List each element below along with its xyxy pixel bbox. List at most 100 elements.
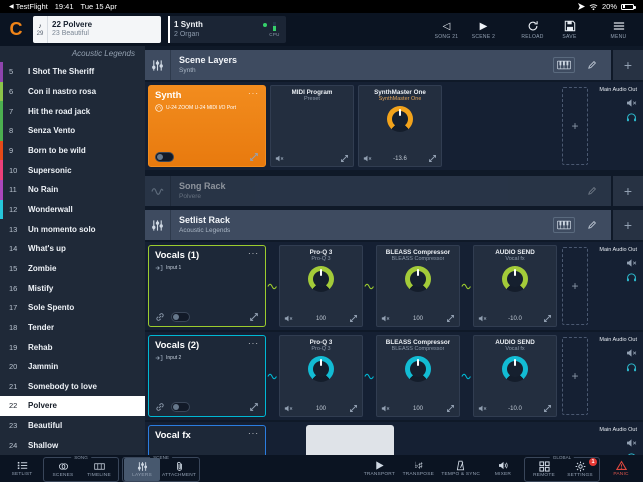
output-mute-button[interactable] — [626, 348, 637, 358]
app-logo[interactable]: C — [9, 19, 23, 39]
add-plugin-slot[interactable]: + — [562, 337, 588, 415]
plugin-card[interactable]: AUDIO SEND Vocal fx -10.0 — [473, 335, 557, 417]
expand-button[interactable] — [249, 402, 259, 412]
unit-menu-button[interactable]: ··· — [248, 249, 259, 258]
pencil-button[interactable] — [585, 186, 599, 196]
song-item[interactable]: 5 I Shot The Sheriff — [0, 62, 145, 82]
expand-button[interactable] — [428, 154, 437, 163]
unit-menu-button[interactable]: ··· — [248, 89, 259, 98]
add-plugin-slot[interactable]: + — [562, 87, 588, 165]
expand-button[interactable] — [446, 314, 455, 323]
plugin-card[interactable]: Pro-Q 3 Pro-Q 3 100 — [279, 245, 363, 327]
unit-menu-button[interactable]: ··· — [248, 429, 259, 438]
song-item[interactable]: 12 Wonderwall — [0, 199, 145, 220]
rack-unit-card[interactable]: Vocals (1) ··· Input 1 — [148, 245, 266, 327]
link-button[interactable] — [155, 312, 165, 322]
expand-button[interactable] — [340, 154, 349, 163]
plugin-gain-knob[interactable] — [308, 356, 334, 382]
plugin-gain-knob[interactable] — [405, 266, 431, 292]
song-item[interactable]: 24 Shallow — [0, 435, 145, 455]
expand-button[interactable] — [249, 152, 259, 162]
rack-unit-card[interactable]: Vocal fx ··· — [148, 425, 266, 455]
song-prev-button[interactable]: ◁ SONG 21 — [428, 20, 465, 40]
plugin-card[interactable]: AUDIO SEND Vocal fx -10.0 — [473, 245, 557, 327]
setlist-rack-header[interactable]: Setlist Rack Acoustic Legends — [145, 210, 611, 240]
empty-plugin-card[interactable] — [306, 425, 394, 455]
song-item[interactable]: 11 No Rain — [0, 179, 145, 200]
piano-button[interactable] — [553, 57, 575, 73]
plugin-gain-knob[interactable] — [387, 106, 413, 132]
song-item[interactable]: 15 Zombie — [0, 259, 145, 279]
plugin-card[interactable]: BLEASS Compressor BLEASS Compressor 100 — [376, 245, 460, 327]
toolbar-layers-button[interactable]: LAYERS — [124, 457, 160, 481]
output-mute-button[interactable] — [626, 258, 637, 268]
menu-button[interactable]: MENU — [600, 20, 637, 40]
song-item[interactable]: 21 Somebody to love — [0, 377, 145, 397]
plugin-gain-knob[interactable] — [502, 266, 528, 292]
bypass-toggle[interactable] — [171, 402, 190, 412]
song-item[interactable]: 22 Polvere — [0, 396, 145, 416]
toolbar-mixer-button[interactable]: MIXER — [485, 457, 521, 480]
expand-button[interactable] — [543, 314, 552, 323]
scene-layers-header[interactable]: Scene Layers Synth — [145, 50, 611, 80]
song-item[interactable]: 7 Hit the road jack — [0, 101, 145, 121]
expand-button[interactable] — [249, 312, 259, 322]
song-item[interactable]: 23 Beautiful — [0, 416, 145, 436]
back-to-app-chip[interactable]: ◀ TestFlight — [9, 2, 48, 11]
headphones-button[interactable] — [626, 452, 637, 455]
link-button[interactable] — [155, 402, 165, 412]
add-song-rack-button[interactable]: + — [613, 176, 643, 206]
add-plugin-slot[interactable]: + — [562, 247, 588, 325]
rack-unit-card[interactable]: Synth ··· U-24 ZOOM U-24 MIDI I/O Port — [148, 85, 266, 167]
expand-button[interactable] — [349, 404, 358, 413]
mute-button[interactable] — [381, 314, 390, 323]
song-item[interactable]: 16 Mistify — [0, 278, 145, 298]
toolbar-remote-button[interactable]: REMOTE — [526, 458, 562, 481]
toolbar-transport-button[interactable]: TRANSPORT — [361, 457, 397, 480]
plugin-card[interactable]: Pro-Q 3 Pro-Q 3 100 — [279, 335, 363, 417]
plugin-gain-knob[interactable] — [405, 356, 431, 382]
bypass-toggle[interactable] — [155, 152, 174, 162]
output-mute-button[interactable] — [626, 98, 637, 108]
mute-button[interactable] — [478, 404, 487, 413]
song-item[interactable]: 13 Un momento solo — [0, 219, 145, 239]
mute-button[interactable] — [284, 404, 293, 413]
toolbar-attachment-button[interactable]: ATTACHMENT — [160, 458, 198, 481]
mute-button[interactable] — [363, 154, 372, 163]
expand-button[interactable] — [349, 314, 358, 323]
add-setlist-rack-button[interactable]: + — [613, 210, 643, 240]
plugin-card[interactable]: MIDI Program Preset — [270, 85, 354, 167]
plugin-card[interactable]: BLEASS Compressor BLEASS Compressor 100 — [376, 335, 460, 417]
song-rack-header[interactable]: Song Rack Polvere — [145, 176, 611, 206]
pencil-button[interactable] — [585, 220, 599, 230]
headphones-button[interactable] — [626, 272, 637, 282]
add-scene-layers-button[interactable]: + — [613, 50, 643, 80]
song-selector[interactable]: ♪ 29 22 Polvere 23 Beautiful — [33, 16, 161, 43]
song-item[interactable]: 14 What's up — [0, 239, 145, 259]
rack-unit-card[interactable]: Vocals (2) ··· Input 2 — [148, 335, 266, 417]
headphones-button[interactable] — [626, 362, 637, 372]
unit-menu-button[interactable]: ··· — [248, 339, 259, 348]
expand-button[interactable] — [543, 404, 552, 413]
piano-button[interactable] — [553, 217, 575, 233]
song-item[interactable]: 10 Supersonic — [0, 160, 145, 180]
scene-selector[interactable]: 1 Synth 2 Organ CPU — [168, 16, 286, 43]
save-button[interactable]: SAVE — [551, 20, 588, 40]
song-item[interactable]: 9 Born to be wild — [0, 140, 145, 161]
toolbar-settings-button[interactable]: SETTINGS 1 — [562, 457, 598, 481]
reload-button[interactable]: RELOAD — [514, 20, 551, 40]
toolbar-timeline-button[interactable]: TIMELINE — [81, 458, 117, 481]
song-item[interactable]: 20 Jammin — [0, 357, 145, 377]
toolbar-transpose-button[interactable]: ♭♯ TRANSPOSE — [400, 457, 436, 480]
toolbar-scenes-button[interactable]: SCENES — [45, 458, 81, 481]
song-item[interactable]: 18 Tender — [0, 318, 145, 338]
mute-button[interactable] — [275, 154, 284, 163]
song-item[interactable]: 8 Senza Vento — [0, 120, 145, 141]
toolbar-panic-button[interactable]: PANIC — [603, 457, 639, 480]
mute-button[interactable] — [381, 404, 390, 413]
pencil-button[interactable] — [585, 60, 599, 70]
mute-button[interactable] — [284, 314, 293, 323]
bypass-toggle[interactable] — [171, 312, 190, 322]
headphones-button[interactable] — [626, 112, 637, 122]
plugin-gain-knob[interactable] — [502, 356, 528, 382]
